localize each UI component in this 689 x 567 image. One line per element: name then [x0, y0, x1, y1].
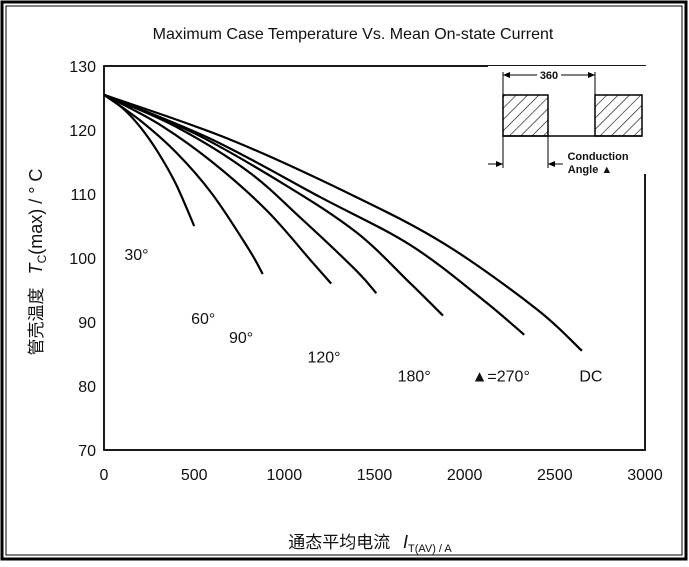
curves — [103, 93, 583, 352]
y-axis-label-symbol: T — [26, 261, 46, 274]
y-axis-label: 管壳温度 TC(max) / ° C — [26, 169, 49, 356]
x-tick-label: 1000 — [267, 467, 303, 484]
inset-caption-1: Conduction — [567, 151, 628, 163]
y-tick-label: 80 — [78, 379, 96, 396]
y-tick-label: 90 — [78, 315, 96, 332]
curve-label-4: 120° — [307, 349, 340, 366]
curve-label-bg — [299, 346, 350, 367]
curve-label-1: 30° — [124, 247, 148, 264]
curve-7 — [103, 93, 583, 352]
curve-label-bg — [221, 327, 262, 348]
curve-2 — [103, 93, 264, 275]
x-tick-label: 0 — [100, 467, 109, 484]
conduction-pulse-right — [594, 94, 643, 137]
x-tick-label: 2500 — [537, 467, 573, 484]
curve-labels: 30° 60° 90° 120° 180° ▲=270° DC — [116, 244, 606, 386]
x-axis-label: 通态平均电流 IT(AV) / A — [288, 532, 452, 555]
inset-dimension: 360 — [540, 70, 558, 82]
inset-caption-2: Angle ▲ — [568, 164, 613, 176]
tick-labels: 0 500 1000 1500 2000 2500 3000 70 80 90 100 110 120 1… — [69, 59, 663, 484]
y-tick-label: 100 — [69, 251, 96, 268]
curve-label-5: 180° — [398, 369, 431, 386]
y-tick-label: 130 — [69, 59, 96, 76]
curve-label-3: 90° — [229, 330, 253, 347]
y-tick-label: 70 — [78, 443, 96, 460]
conduction-pulse-left — [502, 94, 549, 137]
curve-label-7: DC — [579, 369, 602, 386]
y-axis-label-rest: (max) / ° C — [26, 169, 46, 255]
y-tick-label: 120 — [69, 123, 96, 140]
inner-frame — [5, 5, 683, 556]
curve-label-6: ▲=270° — [472, 369, 530, 386]
y-axis-label-cn: 管壳温度 — [27, 287, 47, 355]
curve-label-2: 60° — [191, 311, 215, 328]
x-axis-label-cn: 通态平均电流 — [288, 533, 390, 553]
curve-label-bg — [575, 365, 606, 386]
x-tick-label: 2000 — [447, 467, 483, 484]
x-axis-label-sub: T(AV) — [408, 543, 436, 555]
curve-4 — [103, 93, 378, 294]
conduction-inset: 360 Conduction Angle ▲ — [488, 66, 656, 176]
curve-label-bg — [389, 365, 440, 386]
curve-6 — [103, 93, 525, 336]
x-tick-label: 500 — [181, 467, 208, 484]
y-tick-label: 110 — [70, 187, 96, 204]
chart-title: Maximum Case Temperature Vs. Mean On-sta… — [153, 26, 554, 43]
curve-3 — [103, 93, 333, 285]
x-axis-label-symbol: I — [403, 532, 408, 552]
x-tick-label: 3000 — [627, 467, 663, 484]
x-tick-label: 1500 — [357, 467, 393, 484]
y-axis-label-sub: C — [35, 254, 49, 263]
x-axis-label-unit: / A — [439, 543, 453, 555]
curve-label-bg — [465, 365, 536, 386]
curve-label-bg — [116, 244, 157, 264]
curve-label-bg — [183, 308, 224, 328]
